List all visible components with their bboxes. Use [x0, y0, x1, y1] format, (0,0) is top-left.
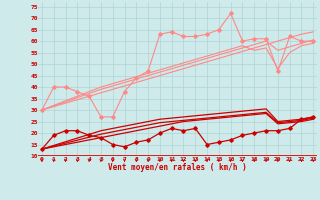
- X-axis label: Vent moyen/en rafales ( km/h ): Vent moyen/en rafales ( km/h ): [108, 163, 247, 172]
